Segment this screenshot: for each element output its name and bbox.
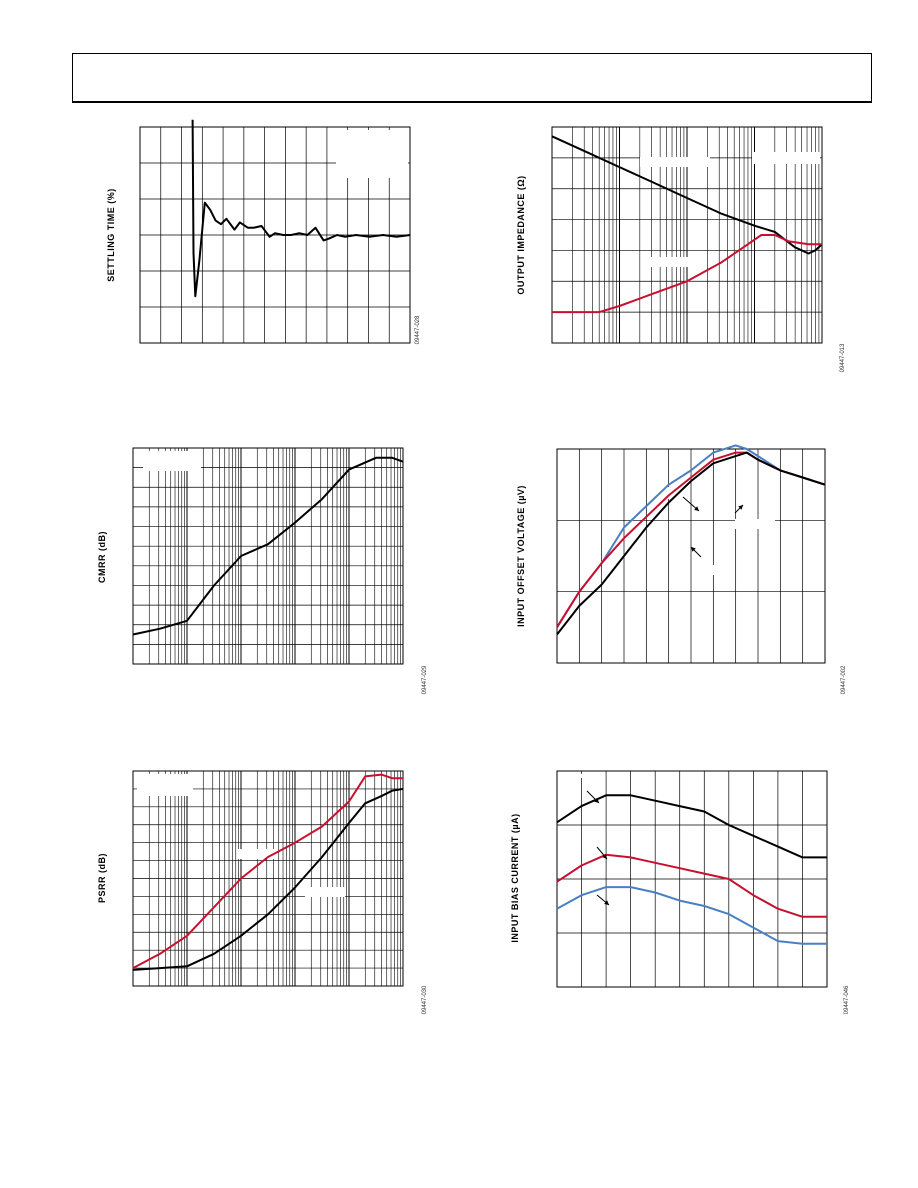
offset-voltage-ylabel: INPUT OFFSET VOLTAGE (µV) xyxy=(516,485,526,627)
bias-arrow-2 xyxy=(596,846,608,860)
bias-arrow-3 xyxy=(596,894,610,906)
cmrr-frame xyxy=(132,447,404,665)
psrr-series-black xyxy=(132,787,404,971)
psrr-ylabel: PSRR (dB) xyxy=(97,853,107,903)
cmrr-label-area xyxy=(143,451,201,471)
psrr-grid xyxy=(132,770,404,987)
cmrr-figure-code: 09447-029 xyxy=(422,665,428,695)
output-impedance-label-area xyxy=(752,152,820,164)
offset-arrow-3 xyxy=(690,546,702,558)
settling-label-area xyxy=(336,130,408,178)
bias-current-series-red xyxy=(556,853,827,918)
output-impedance-grid xyxy=(551,126,823,344)
cmrr-chart xyxy=(132,447,404,665)
offset-arrow-2 xyxy=(734,504,744,514)
bias-current-chart xyxy=(556,770,828,988)
bias-current-series-blue xyxy=(556,886,827,945)
offset-voltage-label-area xyxy=(697,565,733,575)
bias-current-frame xyxy=(556,770,828,988)
bias-arrow-1 xyxy=(586,790,600,804)
offset-voltage-chart xyxy=(556,444,826,664)
settling-series-black xyxy=(191,119,411,298)
bias-current-ylabel: INPUT BIAS CURRENT (µA) xyxy=(510,813,520,943)
output-impedance-label-area xyxy=(642,257,702,267)
output-impedance-figure-code: 09447-013 xyxy=(840,343,846,373)
output-impedance-label-area xyxy=(640,157,710,167)
offset-voltage-label-area xyxy=(735,519,775,529)
psrr-series-red xyxy=(132,773,403,969)
offset-arrow-1 xyxy=(682,496,700,512)
settling-time-chart xyxy=(139,119,411,344)
cmrr-series-black xyxy=(132,456,404,636)
psrr-chart xyxy=(132,770,404,987)
cmrr-grid xyxy=(132,447,404,665)
bias-current-grid xyxy=(556,770,828,988)
output-impedance-frame xyxy=(551,126,823,344)
page-header-box xyxy=(72,53,872,103)
bias-current-figure-code: 09447-046 xyxy=(844,985,850,1015)
offset-voltage-frame xyxy=(556,448,826,664)
settling-ylabel: SETTLING TIME (%) xyxy=(106,188,116,282)
offset-voltage-series-black xyxy=(556,451,826,636)
psrr-label-area xyxy=(137,774,193,796)
psrr-figure-code: 09447-030 xyxy=(422,985,428,1015)
psrr-label-area xyxy=(305,887,345,897)
output-impedance-ylabel: OUTPUT IMPEDANCE (Ω) xyxy=(516,175,526,295)
bias-current-series-black xyxy=(556,794,827,859)
output-impedance-chart xyxy=(551,126,823,344)
offset-voltage-figure-code: 09447-002 xyxy=(841,665,847,695)
cmrr-ylabel: CMRR (dB) xyxy=(97,531,107,583)
output-impedance-series-black xyxy=(551,135,823,255)
output-impedance-series-red xyxy=(552,234,822,314)
psrr-label-area xyxy=(237,849,277,859)
psrr-frame xyxy=(132,770,404,987)
settling-figure-code: 09447-028 xyxy=(415,315,421,345)
bias-current-label-area xyxy=(579,774,589,778)
